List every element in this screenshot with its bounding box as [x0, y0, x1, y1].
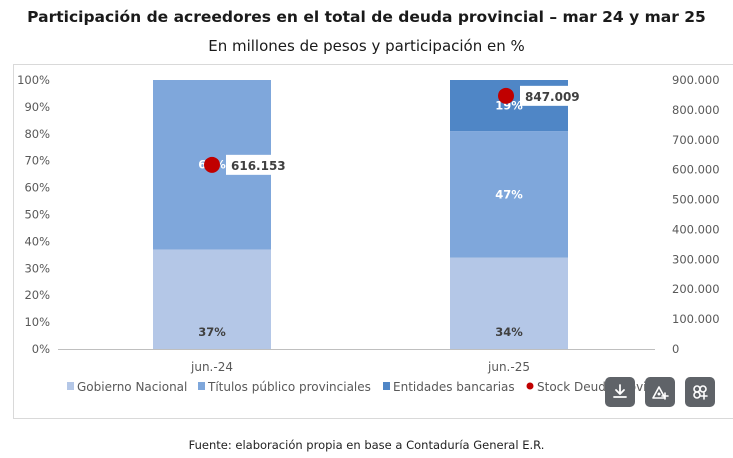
- bar-data-label: 34%: [495, 325, 523, 339]
- stacked-bar-chart: 0% 10% 20% 30% 40% 50% 60% 70% 80% 90% 100% 0 100.0…: [17, 73, 720, 394]
- y2-tick-label: 200.000: [672, 282, 720, 296]
- x-tick-label: jun.-25: [487, 360, 530, 374]
- stock-label-bg: [520, 85, 578, 106]
- bars-group: [153, 80, 568, 349]
- bar-data-label: 37%: [198, 325, 226, 339]
- legend-label: Títulos público provinciales: [207, 380, 371, 394]
- y2-tick-label: 500.000: [672, 193, 720, 207]
- stock-data-label: 616.153: [231, 159, 286, 173]
- bar-segment: [153, 249, 271, 349]
- legend-label: Gobierno Nacional: [77, 380, 187, 394]
- chart-title: Participación de acreedores en el total …: [27, 8, 706, 26]
- legend: Gobierno Nacional Títulos público provinc…: [67, 380, 675, 394]
- y2-tick-label: 300.000: [672, 252, 720, 266]
- source-note: Fuente: elaboración propia en base a Con…: [188, 438, 545, 452]
- stock-markers: 616.153 847.009: [204, 85, 580, 175]
- y2-tick-label: 700.000: [672, 133, 720, 147]
- y-tick-label: 30%: [24, 261, 50, 275]
- y-tick-label: 50%: [24, 208, 50, 222]
- y2-tick-label: 400.000: [672, 222, 720, 236]
- add-chart-button[interactable]: [685, 377, 715, 407]
- bar-segment: [450, 257, 568, 349]
- y2-tick-label: 0: [672, 342, 679, 356]
- bar-segment: [450, 131, 568, 258]
- x-tick-label: jun.-24: [190, 360, 233, 374]
- y-tick-label: 70%: [24, 154, 50, 168]
- stock-marker: [498, 87, 514, 104]
- legend-swatch: [67, 382, 74, 390]
- y-tick-label: 20%: [24, 288, 50, 302]
- legend-swatch: [198, 382, 205, 390]
- add-image-button[interactable]: [645, 377, 675, 407]
- y-tick-label: 90%: [24, 100, 50, 114]
- y2-tick-label: 600.000: [672, 163, 720, 177]
- legend-swatch: [526, 382, 534, 390]
- y2-tick-label: 900.000: [672, 73, 720, 87]
- chart-frame: [13, 64, 733, 419]
- download-button[interactable]: [605, 377, 635, 407]
- y-tick-label: 40%: [24, 234, 50, 248]
- y2-tick-label: 100.000: [672, 312, 720, 326]
- legend-label: Entidades bancarias: [393, 380, 515, 394]
- legend-swatch: [383, 382, 390, 390]
- y2-tick-label: 800.000: [672, 103, 720, 117]
- stock-marker: [204, 156, 220, 173]
- chart-subtitle: En millones de pesos y participación en …: [208, 37, 525, 55]
- y-axis-left: 0% 10% 20% 30% 40% 50% 60% 70% 80% 90% 100%: [17, 73, 50, 356]
- download-icon: [613, 384, 627, 398]
- y-tick-label: 10%: [24, 315, 50, 329]
- stock-label-bg: [226, 154, 284, 175]
- x-axis: jun.-24 jun.-25: [190, 360, 530, 374]
- stock-data-label: 847.009: [525, 90, 580, 104]
- y-tick-label: 60%: [24, 181, 50, 195]
- y-tick-label: 100%: [17, 73, 50, 87]
- y-tick-label: 80%: [24, 127, 50, 141]
- image-add-icon: [652, 386, 669, 400]
- y-axis-right: 0 100.000 200.000 300.000 400.000 500.000 600.…: [672, 73, 720, 356]
- add-chart-icon: [693, 385, 708, 400]
- bar-data-label: 47%: [495, 187, 523, 201]
- y-tick-label: 0%: [32, 342, 50, 356]
